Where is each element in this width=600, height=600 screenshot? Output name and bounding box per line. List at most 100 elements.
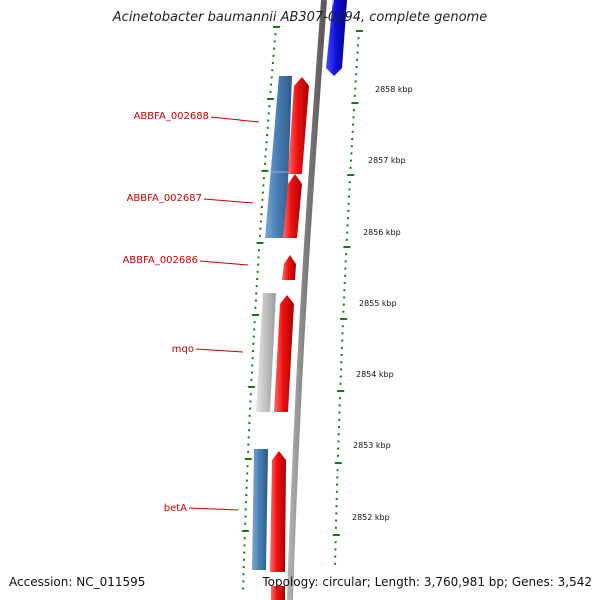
minor-tick-mark: [353, 94, 356, 97]
minor-tick-mark: [337, 440, 340, 443]
minor-tick-mark: [253, 321, 256, 324]
minor-tick-mark: [245, 479, 248, 482]
kbp-tick-label: 2856 kbp: [363, 228, 401, 237]
topology-text: Topology: circular; Length: 3,760,981 bp…: [262, 575, 592, 589]
minor-tick-mark: [343, 296, 346, 299]
minor-tick-mark: [356, 51, 359, 54]
gene-label[interactable]: ABBFA_002687: [127, 193, 202, 204]
minor-tick-mark: [352, 109, 355, 112]
accession-text: Accession: NC_011595: [9, 575, 146, 589]
minor-tick-mark: [342, 303, 345, 306]
map-title: Acinetobacter baumannii AB307-0294, comp…: [112, 10, 488, 25]
minor-tick-mark: [247, 443, 250, 446]
minor-tick-mark: [244, 508, 247, 511]
gene-leader-line: [210, 116, 260, 123]
minor-tick-mark: [243, 537, 246, 540]
minor-tick-mark: [334, 526, 337, 529]
gene-leader-line: [188, 507, 239, 511]
minor-tick-mark: [257, 256, 260, 259]
minor-tick-mark: [338, 411, 341, 414]
minor-tick-mark: [266, 126, 269, 129]
major-tick-mark: [332, 534, 340, 536]
minor-tick-mark: [350, 152, 353, 155]
major-tick-mark: [248, 386, 256, 388]
minor-tick-mark: [348, 195, 350, 198]
minor-tick-mark: [337, 447, 340, 450]
minor-tick-mark: [334, 541, 337, 544]
minor-tick-mark: [341, 332, 344, 335]
minor-tick-mark: [260, 206, 263, 208]
minor-tick-mark: [256, 278, 259, 280]
minor-tick-mark: [341, 339, 344, 342]
forward-cds: [270, 451, 286, 572]
minor-tick-mark: [242, 587, 245, 590]
forward-cds: [288, 77, 309, 174]
kbp-tick-labels: 2858 kbp 2857 kbp 2856 kbp 2855 kbp 2854…: [352, 85, 413, 522]
minor-tick-mark: [252, 342, 255, 345]
minor-tick-mark: [247, 450, 250, 453]
minor-tick-mark: [334, 555, 337, 558]
minor-tick-mark: [350, 159, 352, 162]
minor-tick-mark: [340, 361, 343, 364]
minor-tick-mark: [346, 217, 349, 220]
major-tick-mark: [241, 530, 249, 532]
minor-tick-mark: [252, 350, 254, 352]
minor-tick-mark: [340, 346, 343, 349]
minor-tick-mark: [336, 469, 339, 472]
minor-tick-mark: [260, 213, 263, 216]
minor-tick-mark: [262, 177, 265, 180]
minor-tick-mark: [254, 299, 257, 302]
major-tick-mark: [273, 26, 280, 28]
minor-tick-mark: [340, 368, 343, 371]
gene-label[interactable]: ABBFA_002686: [123, 255, 198, 266]
minor-tick-mark: [340, 354, 343, 356]
forward-cds: [274, 295, 294, 412]
minor-tick-mark: [339, 375, 342, 378]
gray-feature: [256, 293, 276, 412]
minor-tick-mark: [343, 282, 346, 284]
minor-tick-mark: [255, 285, 258, 288]
gene-label[interactable]: ABBFA_002688: [134, 111, 209, 122]
gene-leader-line: [195, 348, 244, 353]
minor-tick-mark: [257, 263, 260, 266]
feature-top-lightblue: [332, 0, 334, 6]
minor-tick-mark: [248, 414, 251, 417]
minor-tick-mark: [347, 210, 350, 212]
minor-tick-mark: [243, 558, 245, 561]
minor-tick-mark: [346, 224, 349, 227]
minor-tick-mark: [273, 47, 276, 50]
minor-tick-mark: [351, 130, 354, 133]
minor-tick-mark: [343, 289, 346, 292]
minor-tick-mark: [354, 80, 357, 83]
gene-leader-line: [203, 198, 254, 204]
major-tick-mark: [334, 462, 342, 464]
minor-tick-mark: [266, 134, 269, 136]
major-tick-mark: [343, 246, 351, 248]
major-tick-mark: [337, 390, 345, 392]
gene-label[interactable]: betA: [164, 503, 187, 514]
minor-tick-mark: [357, 44, 359, 47]
minor-tick-mark: [334, 562, 337, 565]
minor-tick-mark: [335, 512, 338, 515]
minor-tick-mark: [355, 66, 358, 68]
minor-tick-mark: [352, 123, 355, 126]
minor-tick-mark: [252, 335, 255, 338]
major-tick-mark: [356, 30, 363, 32]
minor-tick-mark: [242, 566, 245, 568]
minor-tick-mark: [355, 73, 358, 76]
minor-tick-mark: [244, 515, 247, 518]
minor-tick-mark: [250, 371, 253, 374]
minor-tick-mark: [264, 155, 267, 158]
major-tick-mark: [252, 314, 259, 316]
gene-label[interactable]: mqo: [172, 344, 194, 355]
minor-tick-mark: [249, 407, 252, 410]
minor-tick-mark: [259, 220, 262, 223]
minor-tick-mark: [352, 116, 355, 119]
minor-tick-mark: [348, 188, 351, 191]
minor-tick-mark: [339, 397, 341, 400]
kbp-tick-label: 2853 kbp: [353, 441, 391, 450]
major-tick-mark: [347, 174, 355, 176]
minor-tick-mark: [251, 357, 254, 360]
minor-tick-mark: [339, 382, 342, 385]
